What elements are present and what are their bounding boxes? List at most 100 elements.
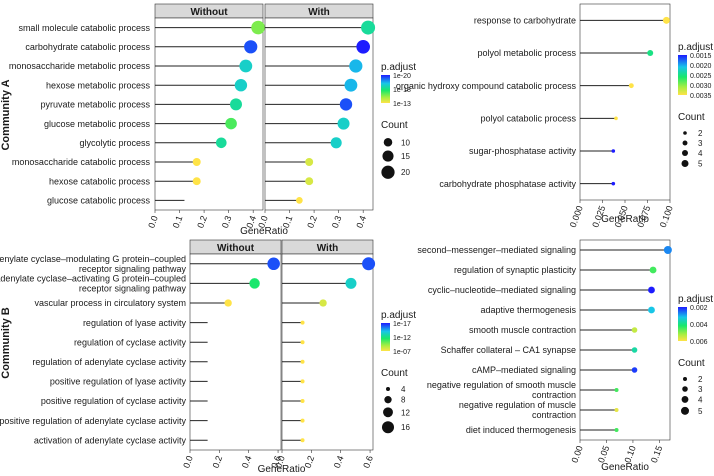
lollipop-dot bbox=[215, 137, 227, 149]
y-tick-label: regulation of lyase activity bbox=[83, 318, 187, 328]
y-tick-label: adaptive thermogenesis bbox=[480, 305, 576, 315]
facet-strip-label: With bbox=[317, 243, 339, 254]
legend-title-padjust: p.adjust bbox=[678, 294, 713, 305]
colorbar bbox=[381, 323, 390, 351]
panel-frame bbox=[264, 17, 374, 211]
lollipop-dot bbox=[663, 246, 672, 254]
count-legend-dot bbox=[386, 387, 390, 391]
x-tick-label: 0.4 bbox=[240, 454, 254, 469]
y-tick-label: smooth muscle contraction bbox=[469, 325, 576, 335]
lollipop-dot bbox=[345, 277, 357, 289]
lollipop-dot bbox=[300, 379, 305, 384]
lollipop-dot bbox=[249, 278, 260, 289]
chart-A_left: small molecule catabolic process carbohyd… bbox=[9, 3, 416, 237]
y-tick-label: glucose metabolic process bbox=[44, 119, 151, 129]
count-legend-dot bbox=[681, 150, 689, 157]
legend-title-count: Count bbox=[678, 112, 705, 123]
y-tick-label: adenylate cyclase–activating G protein–c… bbox=[0, 274, 186, 294]
panel-frame bbox=[281, 253, 374, 451]
panel-frame bbox=[189, 253, 282, 451]
y-tick-label: polyol catabolic process bbox=[480, 113, 576, 123]
colorbar-tick-label: 0.0020 bbox=[690, 63, 712, 70]
y-tick-label: adenylate cyclase–modulating G protein–c… bbox=[0, 254, 186, 274]
x-tick-label: 0.4 bbox=[332, 454, 346, 469]
count-legend-dot bbox=[682, 386, 688, 392]
lollipop-dot bbox=[614, 428, 619, 432]
x-axis-label: GeneRatio bbox=[601, 214, 649, 225]
y-tick-label: polyol metabolic process bbox=[477, 48, 576, 58]
lollipop-dot bbox=[648, 286, 655, 294]
x-tick-label: 0.100 bbox=[658, 204, 675, 229]
count-legend-dot bbox=[681, 406, 689, 415]
lollipop-dot bbox=[361, 20, 376, 35]
y-tick-label: hexose catabolic process bbox=[49, 176, 151, 186]
legend-title-count: Count bbox=[678, 358, 705, 369]
lollipop-dot bbox=[662, 16, 670, 24]
lollipop-dot bbox=[251, 20, 265, 35]
y-tick-label: pyruvate metabolic process bbox=[40, 100, 150, 110]
panel-frame bbox=[579, 239, 671, 441]
colorbar-tick-label: 0.0030 bbox=[690, 83, 712, 90]
y-tick-label: negative regulation of muscle contraction bbox=[459, 400, 576, 420]
colorbar-tick-label: 0.002 bbox=[690, 305, 708, 312]
y-tick-label: cyclic–nucleotide–mediated signaling bbox=[428, 285, 576, 295]
count-legend-label: 2 bbox=[698, 129, 703, 138]
lollipop-dot bbox=[330, 137, 342, 149]
x-tick-label: 0.0 bbox=[181, 454, 195, 469]
lollipop-dot bbox=[649, 266, 657, 274]
lollipop-dot bbox=[647, 49, 654, 57]
x-tick-label: 0.2 bbox=[195, 214, 209, 229]
colorbar-tick-label: 0.006 bbox=[690, 339, 708, 346]
x-axis-label: GeneRatio bbox=[258, 464, 306, 475]
lollipop-dot bbox=[300, 359, 305, 364]
lollipop-dot bbox=[300, 399, 305, 403]
y-tick-label: positive regulation of cyclase activity bbox=[41, 396, 187, 406]
y-tick-label: organic hydroxy compound catabolic proce… bbox=[396, 81, 577, 91]
y-tick-label: regulation of cyclase activity bbox=[74, 337, 187, 347]
lollipop-dot bbox=[628, 83, 634, 89]
colorbar-tick-label: 1e-13 bbox=[393, 101, 411, 108]
lollipop-dot bbox=[225, 117, 237, 130]
y-tick-label: diet induced thermogenesis bbox=[466, 425, 577, 435]
y-tick-label: positive regulation of lyase activity bbox=[50, 377, 187, 387]
legend-title-count: Count bbox=[381, 368, 408, 379]
facet-strip-label: Without bbox=[217, 243, 255, 254]
legend-title-padjust: p.adjust bbox=[381, 62, 416, 73]
lollipop-dot bbox=[305, 177, 314, 186]
x-tick-label: 0.0 bbox=[256, 214, 270, 229]
count-legend-dot bbox=[383, 407, 393, 418]
colorbar bbox=[381, 75, 390, 103]
legend-title-padjust: p.adjust bbox=[678, 42, 713, 53]
lollipop-dot bbox=[356, 39, 370, 54]
colorbar bbox=[678, 55, 687, 95]
legend-title-count: Count bbox=[381, 120, 408, 131]
facet-strip-label: With bbox=[308, 7, 330, 18]
lollipop-dot bbox=[319, 299, 327, 307]
lollipop-dot bbox=[631, 347, 638, 353]
x-tick-label: 0.1 bbox=[281, 214, 295, 229]
chart-A_right: response to carbohydrate polyol metabolic… bbox=[396, 3, 713, 229]
y-tick-label: sugar-phosphatase activity bbox=[469, 146, 577, 156]
x-tick-label: 0.4 bbox=[354, 214, 368, 229]
panel-frame bbox=[579, 3, 671, 201]
y-tick-label: negative regulation of smooth muscle cont… bbox=[427, 380, 576, 400]
x-axis-label: GeneRatio bbox=[240, 226, 288, 237]
count-legend-label: 8 bbox=[401, 396, 406, 405]
count-legend-label: 3 bbox=[698, 385, 703, 394]
x-tick-label: 0.000 bbox=[568, 204, 585, 229]
count-legend-label: 4 bbox=[698, 395, 703, 404]
count-legend-dot bbox=[381, 421, 395, 434]
count-legend-label: 5 bbox=[698, 407, 703, 416]
lollipop-dot bbox=[296, 197, 303, 204]
count-legend-dot bbox=[681, 160, 689, 168]
lollipop-dot bbox=[339, 98, 353, 111]
y-tick-label: small molecule catabolic process bbox=[18, 23, 150, 33]
y-tick-label: activation of adenylate cyclase activity bbox=[34, 435, 187, 445]
colorbar-tick-label: 1e-18 bbox=[393, 87, 411, 94]
x-tick-label: 0.2 bbox=[305, 214, 319, 229]
colorbar-tick-label: 1e-07 bbox=[393, 349, 411, 356]
count-legend-dot bbox=[382, 150, 394, 162]
lollipop-dot bbox=[344, 78, 358, 92]
lollipop-dot bbox=[337, 117, 350, 130]
